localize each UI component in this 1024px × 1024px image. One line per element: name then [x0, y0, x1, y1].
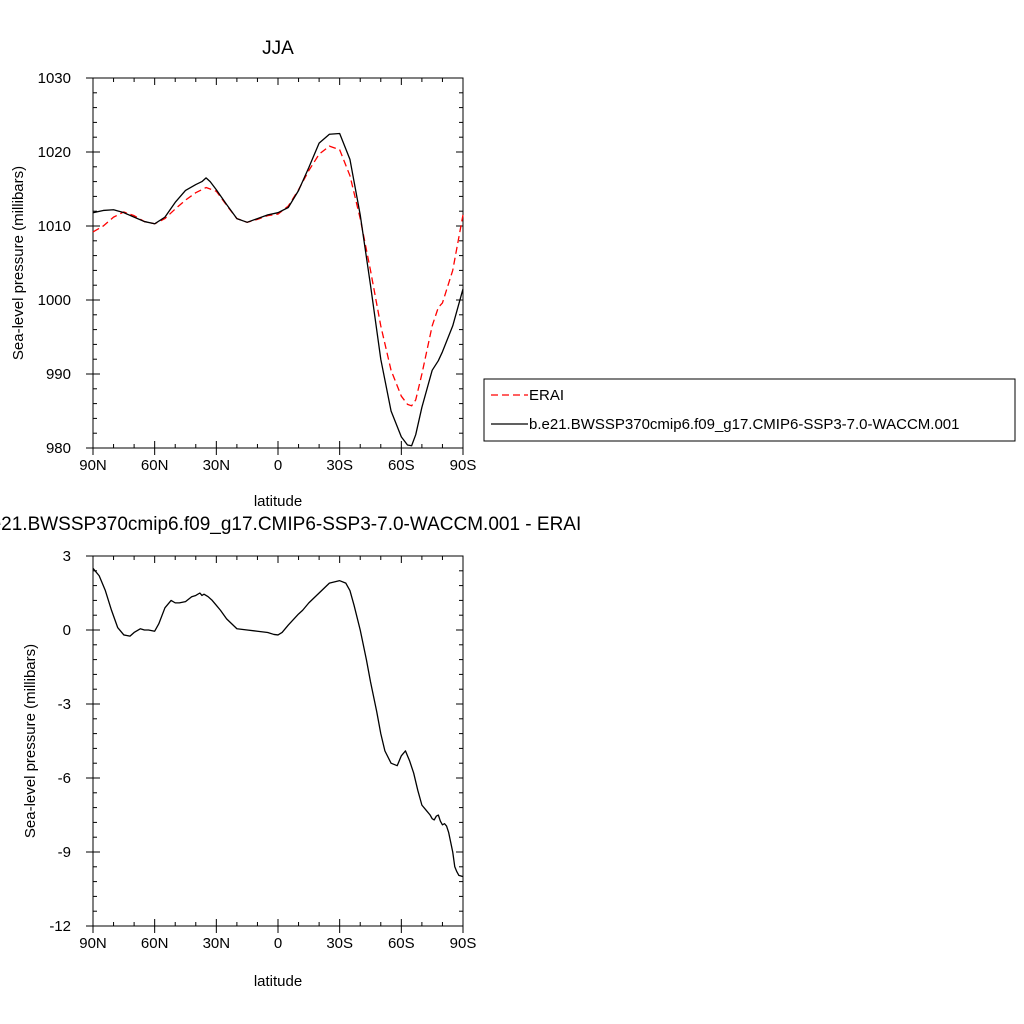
y-axis-label: Sea-level pressure (millibars): [10, 166, 27, 360]
x-tick-label: 90N: [79, 457, 107, 474]
panel-difference: b.e21.BWSSP370cmip6.f09_g17.CMIP6-SSP3-7…: [0, 514, 581, 990]
x-tick-label: 30S: [326, 457, 353, 474]
x-tick-label: 60S: [388, 935, 415, 952]
legend-box: [483, 378, 1016, 442]
x-tick-label: 0: [274, 457, 282, 474]
x-tick-label: 60N: [141, 457, 169, 474]
axes: 90N 60N 30N 0 30S 60S 90S -12 -9 -6 -3 0 3: [49, 548, 476, 952]
legend-label-erai: ERAI: [529, 387, 564, 404]
x-tick-label: 60S: [388, 457, 415, 474]
x-tick-label: 90N: [79, 935, 107, 952]
plot-frame: [92, 77, 464, 449]
series-line-erai: [92, 145, 464, 407]
y-tick-label: 1020: [38, 144, 71, 161]
y-tick-label: 1030: [38, 70, 71, 87]
x-axis-label: latitude: [254, 493, 302, 510]
panel-title: b.e21.BWSSP370cmip6.f09_g17.CMIP6-SSP3-7…: [0, 514, 581, 535]
y-tick-label: -6: [58, 770, 71, 787]
y-tick-label: -9: [58, 844, 71, 861]
x-tick-label: 30N: [203, 935, 231, 952]
y-tick-label: 0: [63, 622, 71, 639]
x-tick-label: 30S: [326, 935, 353, 952]
y-tick-label: 990: [46, 366, 71, 383]
series-line-difference: [92, 567, 464, 878]
y-tick-label: -12: [49, 918, 71, 935]
y-tick-label: 1000: [38, 292, 71, 309]
panel-absolute-slp: JJA 90N 60N 30N 0 30S 60S 90S 980 990 1000 1010 102…: [10, 38, 1016, 510]
plot-frame: [92, 555, 464, 927]
x-tick-label: 60N: [141, 935, 169, 952]
y-tick-label: 980: [46, 440, 71, 457]
series-layer: [92, 132, 464, 447]
legend-label-model: b.e21.BWSSP370cmip6.f09_g17.CMIP6-SSP3-7…: [529, 416, 959, 433]
x-tick-label: 30N: [203, 457, 231, 474]
y-tick-label: 3: [63, 548, 71, 565]
x-axis-label: latitude: [254, 973, 302, 990]
series-layer: [92, 567, 464, 878]
axes: 90N 60N 30N 0 30S 60S 90S 980 990 1000 1010 1020 103…: [38, 70, 477, 474]
x-tick-label: 90S: [450, 457, 477, 474]
y-axis-label: Sea-level pressure (millibars): [22, 644, 39, 838]
y-tick-label: 1010: [38, 218, 71, 235]
x-tick-label: 0: [274, 935, 282, 952]
x-tick-label: 90S: [450, 935, 477, 952]
legend: ERAI b.e21.BWSSP370cmip6.f09_g17.CMIP6-S…: [483, 378, 1016, 442]
panel-title: JJA: [262, 38, 294, 59]
series-line-b-e21-bwssp370cmip6-f09-: [92, 132, 464, 447]
y-tick-label: -3: [58, 696, 71, 713]
